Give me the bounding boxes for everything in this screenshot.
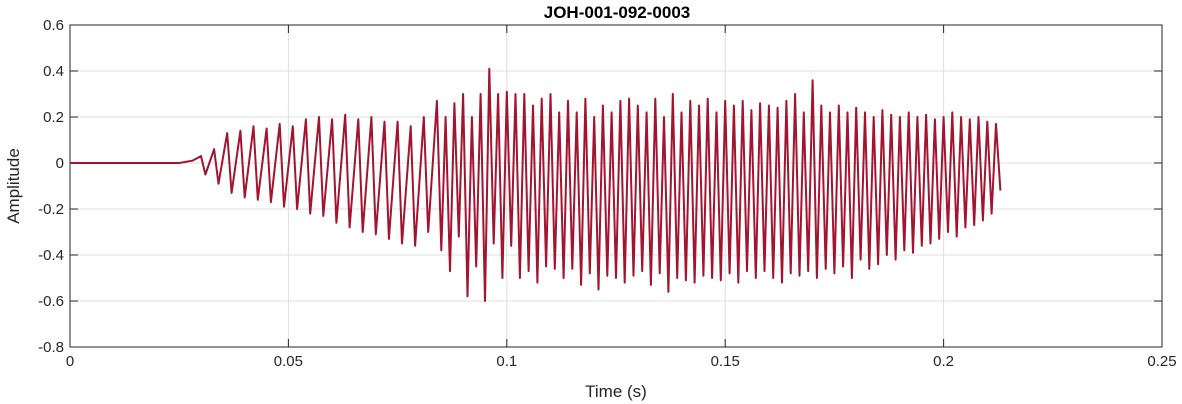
y-tick-label: 0 [56,155,64,172]
amplitude-series-line [70,67,1002,302]
x-tick-label: 0.2 [933,353,954,370]
chart-title: JOH-001-092-0003 [544,3,690,22]
x-axis-label: Time (s) [585,382,647,401]
x-tick-label: 0.15 [711,353,740,370]
axis-ticks: 0 0.05 0.1 0.15 0.2 0.25 -0.8 -0.6 -0.4 -0.2 0 0.2 0… [38,17,1176,370]
y-tick-label: 0.6 [43,17,64,34]
plot-area-border [69,24,1163,348]
y-axis-label: Amplitude [4,148,23,224]
x-tick-label: 0.1 [496,353,517,370]
y-tick-label: -0.6 [38,293,64,310]
x-tick-label: 0 [66,353,74,370]
y-tick-label: 0.4 [43,63,64,80]
x-tick-label: 0.25 [1147,353,1176,370]
x-tick-label: 0.05 [274,353,303,370]
y-tick-label: -0.4 [38,247,64,264]
y-tick-label: -0.2 [38,201,64,218]
y-tick-label: -0.8 [38,339,64,356]
grid-lines [69,24,1163,348]
y-tick-label: 0.2 [43,109,64,126]
